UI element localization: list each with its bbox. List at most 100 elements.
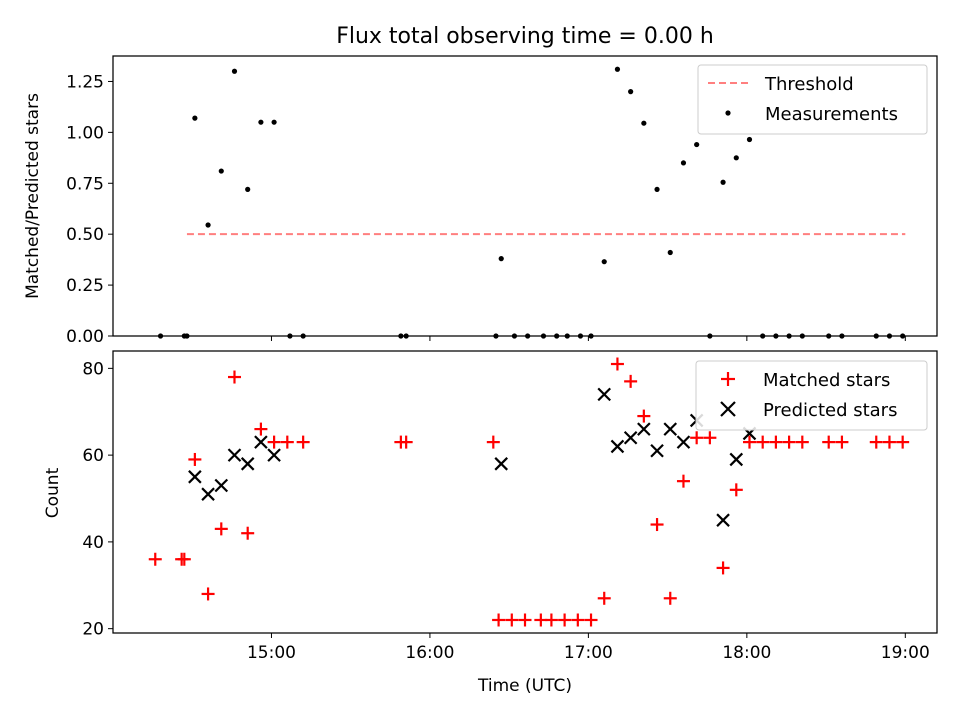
matched-star-point: [241, 526, 255, 540]
bottom-ytick-label: 60: [82, 446, 104, 466]
matched-star-point: [399, 435, 413, 449]
measurement-point: [493, 333, 499, 339]
measurement-point: [720, 179, 726, 185]
matched-star-point: [267, 435, 281, 449]
predicted-star-point: [267, 448, 281, 462]
bottom-ytick-label: 40: [82, 533, 104, 553]
matched-star-point: [782, 435, 796, 449]
predicted-star-point: [494, 457, 509, 471]
top-ytick-label: 1.25: [66, 72, 104, 92]
measurement-point: [628, 89, 634, 95]
bottom-plot-frame: [112, 350, 938, 634]
predicted-star-point: [214, 478, 229, 493]
measurement-point: [245, 186, 251, 192]
predicted-star-point: [201, 487, 215, 501]
measurement-point: [498, 256, 504, 262]
bottom-xtick-label: 15:00: [247, 643, 296, 663]
measurement-point: [760, 333, 766, 339]
predicted-star-point: [240, 457, 255, 471]
legend-matched-swatch: [721, 372, 735, 386]
measurement-point: [680, 160, 687, 166]
top-ytick-label: 1.00: [66, 123, 104, 143]
predicted-star-point: [663, 422, 678, 436]
measurement-point: [601, 259, 607, 265]
matched-star-point: [571, 613, 585, 627]
matched-star-point: [663, 591, 677, 605]
measurement-point: [564, 333, 570, 339]
matched-star-point: [584, 613, 598, 627]
top-ytick-label: 0.25: [66, 276, 104, 296]
predicted-star-point: [676, 435, 691, 449]
matched-star-point: [624, 374, 638, 388]
matched-star-point: [756, 435, 770, 449]
matched-star-point: [254, 422, 268, 436]
matched-star-point: [610, 357, 624, 371]
measurement-point: [577, 333, 584, 339]
predicted-star-point: [597, 387, 612, 402]
measurement-point: [873, 333, 879, 339]
measurement-point: [231, 68, 238, 74]
top-y-axis-label: Matched/Predicted stars: [23, 93, 43, 299]
matched-star-point: [742, 435, 756, 449]
top-legend: Threshold Measurements: [697, 64, 928, 135]
measurement-point: [733, 155, 739, 161]
measurement-point: [184, 333, 190, 339]
matched-star-point: [650, 518, 664, 532]
top-panel: Flux total observing time = 0.00 h 0.000…: [23, 24, 938, 347]
bottom-xtick-label: 16:00: [405, 643, 454, 663]
measurement-point: [287, 333, 293, 339]
bottom-y-axis-label: Count: [43, 467, 63, 518]
matched-star-point: [690, 431, 704, 445]
predicted-star-point: [623, 430, 638, 445]
bottom-xtick-label: 18:00: [722, 643, 771, 663]
matched-star-point: [716, 561, 730, 575]
matched-star-point: [703, 431, 717, 445]
top-ytick-label: 0.75: [66, 174, 104, 194]
bottom-xtick-label: 17:00: [564, 643, 613, 663]
matched-star-point: [492, 613, 506, 627]
measurement-point: [886, 333, 893, 339]
measurement-point: [588, 333, 594, 339]
measurement-point: [554, 333, 560, 339]
measurement-point: [654, 186, 660, 192]
measurement-point: [667, 249, 673, 256]
measurement-point: [694, 141, 700, 148]
predicted-star-point: [227, 448, 242, 462]
matched-star-point: [518, 613, 532, 627]
predicted-star-point: [650, 444, 664, 458]
matched-star-point: [729, 483, 743, 497]
matched-star-point: [795, 435, 809, 449]
matched-star-point: [201, 587, 215, 601]
matched-star-point: [544, 613, 558, 627]
measurement-point: [398, 333, 404, 339]
chart-title: Flux total observing time = 0.00 h: [336, 24, 714, 49]
top-plot-frame: [112, 55, 938, 337]
measurement-point: [157, 333, 164, 339]
measurement-point: [799, 333, 805, 339]
predicted-star-point: [188, 470, 202, 484]
matched-star-point: [882, 435, 896, 449]
predicted-star-point: [254, 435, 268, 449]
matched-star-point: [296, 435, 310, 449]
count-points: [148, 357, 910, 627]
legend-measurements-swatch: [725, 110, 731, 116]
measurement-point: [773, 333, 779, 339]
measurement-point: [900, 333, 906, 339]
measurement-point: [746, 136, 753, 143]
matched-star-point: [214, 522, 228, 536]
legend-matched-label: Matched stars: [763, 370, 890, 391]
measurement-point: [258, 119, 264, 125]
matched-star-point: [637, 409, 651, 423]
measurement-point: [839, 333, 845, 339]
top-ytick-label: 0.50: [66, 225, 104, 245]
measurement-point: [614, 66, 621, 72]
matched-star-point: [597, 591, 611, 605]
measurement-point: [271, 119, 277, 125]
matched-star-point: [227, 370, 241, 384]
bottom-legend: Matched stars Predicted stars: [695, 360, 928, 431]
measurement-point: [218, 168, 224, 174]
matched-star-point: [188, 452, 202, 466]
x-axis-label: Time (UTC): [477, 676, 572, 696]
